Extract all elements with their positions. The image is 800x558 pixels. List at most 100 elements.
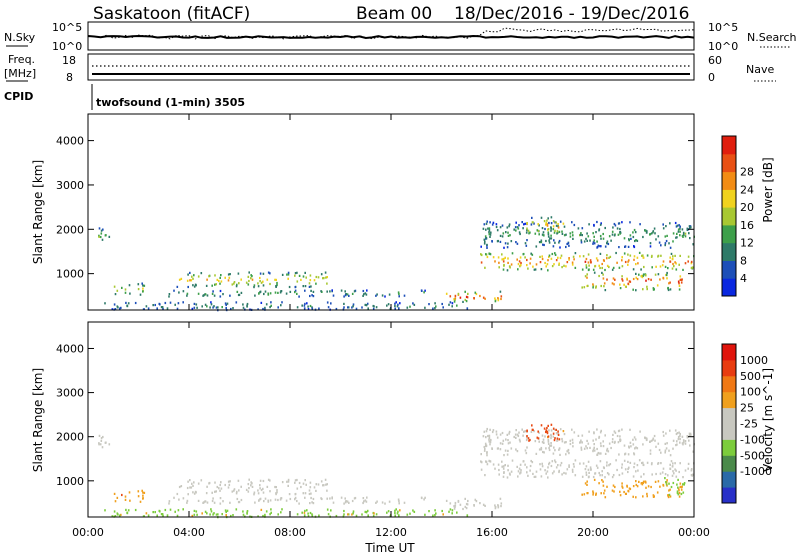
power-cell [657,235,660,238]
power-cell [587,235,590,238]
velocity-cell [664,477,666,480]
power-cell [224,276,226,279]
velocity-cell [679,438,681,441]
power-cell [630,237,632,240]
velocity-cell [488,434,491,437]
velocity-cell [304,509,306,512]
velocity-cell [506,453,509,456]
noise-search-trace [87,27,695,40]
power-cell [124,291,127,294]
velocity-cell [160,513,163,516]
power-cell [634,239,636,243]
velocity-cell [540,475,543,478]
power-cell [660,244,662,247]
velocity-cell [340,496,343,499]
power-cell [352,303,355,306]
power-cell [604,268,606,272]
power-cell [504,256,506,259]
velocity-cell [162,514,164,517]
power-cell [302,275,305,278]
velocity-cell [119,514,121,517]
velocity-cell [287,480,290,483]
velocity-cell [303,511,306,514]
velocity-cell [668,482,670,485]
power-cell [549,237,551,240]
velocity-cell [355,514,358,517]
power-cell [526,258,528,262]
velocity-cell [449,502,452,505]
power-cell [178,278,181,281]
power-colorbar-tick-label: 28 [740,166,754,179]
power-cell [491,240,493,243]
velocity-cell [174,510,176,513]
velocity-cell [465,507,468,510]
velocity-cell [275,486,277,489]
power-cell [526,229,528,232]
power-cell [664,244,666,247]
power-cell [221,306,223,309]
power-cell [539,255,541,258]
velocity-cell [251,485,254,488]
velocity-cell [580,448,583,451]
velocity-cell [657,442,660,445]
velocity-cell [571,428,573,431]
velocity-cell [210,508,212,511]
velocity-cell [253,491,256,494]
power-cell [662,223,664,226]
power-cell [326,301,329,304]
velocity-cell [675,469,677,472]
velocity-cell [499,433,502,436]
velocity-cell [565,472,567,475]
velocity-cell [320,480,323,483]
velocity-colorbar-tick-label: -1000 [740,465,772,478]
velocity-cell [454,504,457,507]
velocity-cell [302,482,305,485]
power-cell [682,268,684,271]
velocity-cell [690,474,693,477]
x-tick-label: 16:00 [476,526,508,539]
x-tick-label: 00:00 [72,526,104,539]
velocity-cell [492,463,495,466]
velocity-cell [281,508,283,511]
power-cell [186,292,189,295]
velocity-cell [633,436,636,439]
power-cell [348,294,350,297]
velocity-cell [457,499,460,503]
power-cell [532,265,534,268]
power-cell [394,302,396,305]
power-cell [186,279,189,282]
power-cell [664,235,667,238]
power-cell [588,268,590,271]
power-cell [671,257,674,260]
power-cell [535,245,538,248]
velocity-cell [262,479,265,483]
velocity-cell [614,485,616,489]
velocity-cell [552,452,555,455]
power-cell [489,233,492,236]
velocity-cell [224,483,226,487]
power-cell [186,294,188,297]
velocity-cell [671,474,674,477]
power-cell [563,234,566,237]
power-cell [528,232,530,235]
power-cell [502,260,505,263]
power-cell [192,284,194,287]
velocity-cell [335,514,338,518]
velocity-cell [434,509,436,512]
velocity-cell [679,435,681,438]
power-cell [113,285,116,288]
power-cell [142,308,145,311]
velocity-cell [655,472,657,476]
velocity-cell [553,446,555,449]
velocity-cell [137,490,140,493]
power-cell [632,231,634,234]
power-cell [296,306,299,309]
power-cell [580,232,582,235]
power-cell [108,235,111,238]
velocity-cell [682,441,685,444]
power-cell [546,219,548,222]
velocity-cell [531,428,534,431]
power-cell [206,294,209,297]
velocity-cell [441,509,443,513]
velocity-cell [235,492,238,495]
